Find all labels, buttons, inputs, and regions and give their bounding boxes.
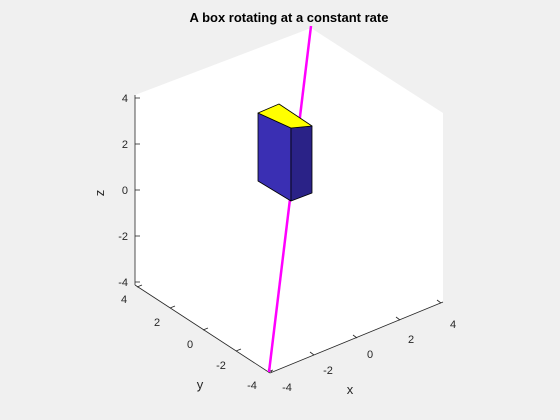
x-tick-labels: -4 -2 0 2 4	[282, 319, 456, 394]
box-right-face	[290, 125, 313, 202]
y-tick-mark	[202, 327, 209, 331]
rotating-box	[257, 103, 313, 202]
y-tick-label: 2	[154, 317, 160, 329]
y-axis-line	[134, 284, 271, 374]
x-tick-mark	[436, 299, 442, 304]
z-tick-label: 2	[122, 139, 128, 151]
y-tick-label: -4	[247, 380, 257, 392]
z-tick-labels: 4 2 0 -2 -4	[118, 93, 128, 289]
x-tick-label: 0	[367, 349, 373, 361]
x-axis-label: x	[347, 382, 354, 397]
z-ticks	[135, 97, 140, 283]
box-top-face	[257, 103, 313, 129]
z-axis-label: z	[92, 190, 107, 197]
y-tick-mark	[136, 284, 143, 288]
y-axis-label: y	[197, 377, 204, 392]
z-tick-label: -4	[118, 277, 128, 289]
x-tick-label: 2	[408, 334, 414, 346]
x-tick-label: 4	[450, 319, 456, 331]
chart-title: A box rotating at a constant rate	[190, 10, 389, 25]
y-tick-label: -2	[216, 360, 226, 372]
x-tick-mark	[309, 351, 315, 356]
z-tick-label: -2	[118, 231, 128, 243]
x-tick-label: -4	[282, 382, 292, 394]
x-tick-mark	[352, 334, 358, 339]
x-tick-label: -2	[323, 365, 333, 377]
y-tick-mark	[169, 305, 176, 309]
z-tick-label: 0	[122, 185, 128, 197]
x-tick-mark	[395, 316, 401, 321]
y-tick-mark	[235, 348, 242, 352]
y-tick-label: 0	[187, 339, 193, 351]
z-tick-label: 4	[122, 93, 128, 105]
y-tick-label: 4	[121, 294, 127, 306]
y-tick-labels: 4 2 0 -2 -4	[121, 294, 257, 392]
